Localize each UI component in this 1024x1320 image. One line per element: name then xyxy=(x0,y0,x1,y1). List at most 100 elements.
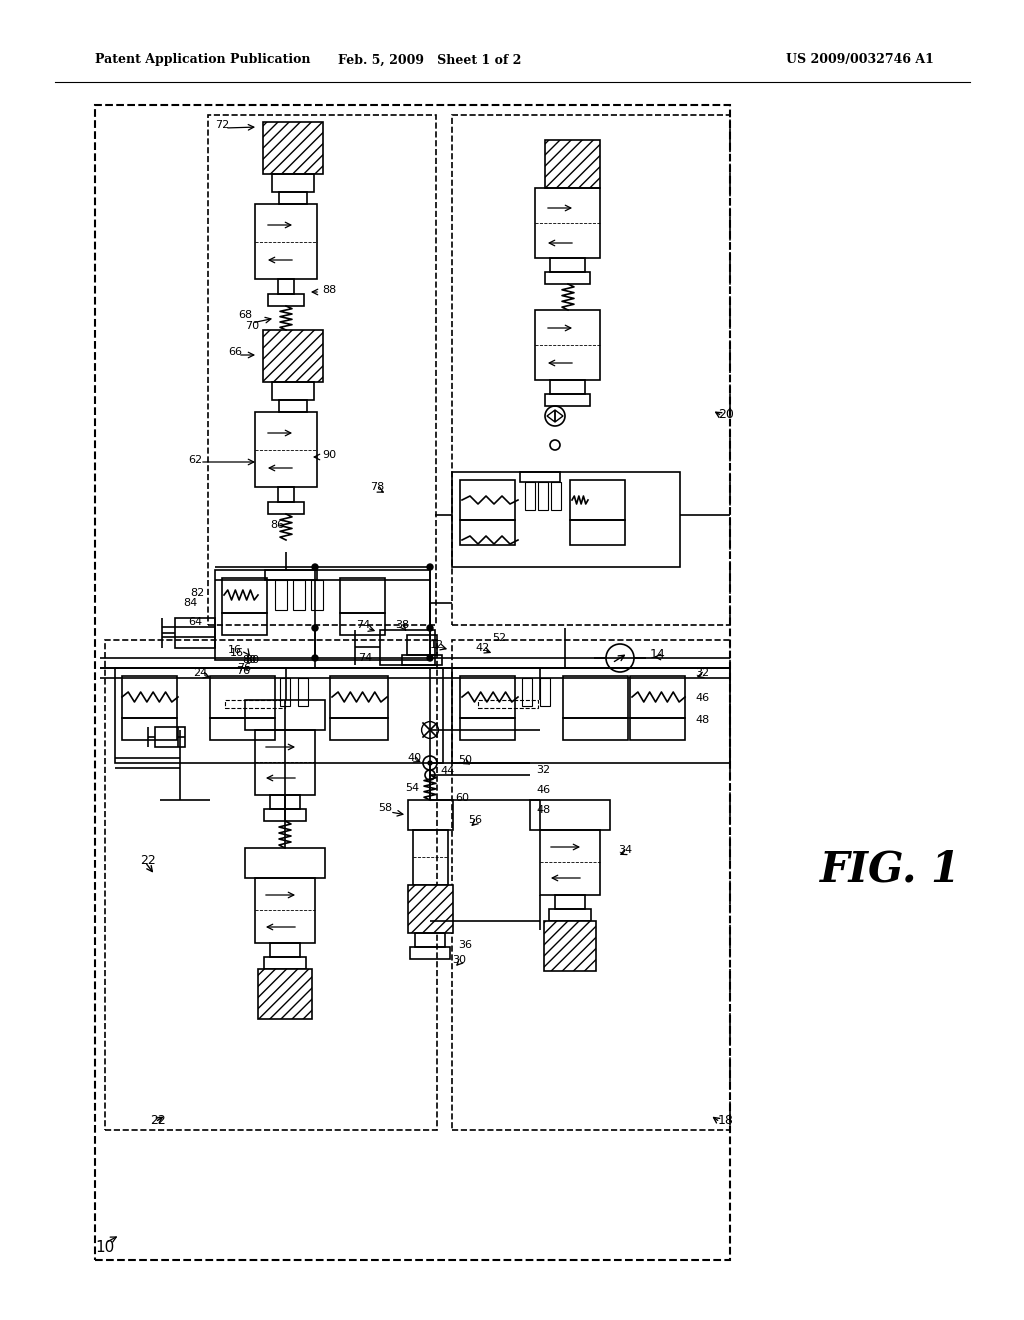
Text: 40: 40 xyxy=(407,752,421,763)
Text: FIG. 1: FIG. 1 xyxy=(820,849,961,891)
Bar xyxy=(570,520,625,545)
Bar xyxy=(525,482,535,510)
Bar xyxy=(258,969,312,1019)
Bar xyxy=(413,830,449,884)
Bar xyxy=(264,957,306,969)
Bar xyxy=(540,678,550,706)
Text: 84: 84 xyxy=(183,598,198,609)
Text: 44: 44 xyxy=(440,766,455,776)
Bar xyxy=(551,482,561,510)
Text: 38: 38 xyxy=(395,620,410,630)
Bar xyxy=(340,612,385,635)
Text: 18: 18 xyxy=(718,1114,734,1126)
Text: 66: 66 xyxy=(228,347,242,356)
Bar xyxy=(563,676,628,718)
Text: 76: 76 xyxy=(237,663,251,673)
Text: 52: 52 xyxy=(492,634,506,643)
Bar xyxy=(311,579,323,610)
Text: 54: 54 xyxy=(406,783,419,793)
Bar xyxy=(122,676,177,718)
Bar xyxy=(460,676,515,718)
Text: 14: 14 xyxy=(650,648,666,661)
Bar xyxy=(460,520,515,545)
Text: 46: 46 xyxy=(536,785,550,795)
Bar xyxy=(245,700,325,730)
Text: 88: 88 xyxy=(322,285,336,294)
Text: 70: 70 xyxy=(245,321,259,331)
Bar xyxy=(550,257,585,272)
Text: 48: 48 xyxy=(536,805,550,814)
Text: 24: 24 xyxy=(193,668,207,678)
Bar xyxy=(175,618,215,648)
Bar xyxy=(330,718,388,741)
Bar xyxy=(520,473,560,482)
Bar xyxy=(272,381,314,400)
Text: 76: 76 xyxy=(236,667,250,676)
Bar xyxy=(268,502,304,513)
Text: 46: 46 xyxy=(695,693,710,704)
Circle shape xyxy=(428,762,432,766)
Text: 20: 20 xyxy=(718,408,734,421)
Bar xyxy=(545,393,590,407)
Text: 72: 72 xyxy=(215,120,229,129)
Text: 50: 50 xyxy=(458,755,472,766)
Bar xyxy=(570,480,625,520)
Text: Patent Application Publication: Patent Application Publication xyxy=(95,54,310,66)
Bar xyxy=(278,279,294,294)
Bar xyxy=(550,380,585,393)
Bar xyxy=(155,727,185,747)
Text: 10: 10 xyxy=(95,1241,115,1255)
Bar xyxy=(210,718,275,741)
Bar xyxy=(478,700,538,708)
Text: 48: 48 xyxy=(695,715,710,725)
Bar xyxy=(263,330,323,381)
Text: 58: 58 xyxy=(378,803,392,813)
Text: Feb. 5, 2009   Sheet 1 of 2: Feb. 5, 2009 Sheet 1 of 2 xyxy=(338,54,521,66)
Bar xyxy=(538,482,548,510)
Circle shape xyxy=(427,564,433,570)
Bar xyxy=(225,700,285,708)
Text: 22: 22 xyxy=(140,854,156,866)
Bar xyxy=(460,718,515,741)
Bar xyxy=(460,480,515,520)
Text: 56: 56 xyxy=(468,814,482,825)
Bar xyxy=(278,487,294,502)
Text: 82: 82 xyxy=(190,587,204,598)
Bar xyxy=(545,272,590,284)
Text: 32: 32 xyxy=(536,766,550,775)
Bar xyxy=(452,115,730,624)
Bar xyxy=(208,115,436,624)
Bar xyxy=(255,878,315,942)
Bar xyxy=(293,579,305,610)
Bar xyxy=(298,678,308,706)
Bar xyxy=(545,140,600,187)
Text: 12: 12 xyxy=(430,640,444,649)
Bar xyxy=(402,655,442,665)
Bar xyxy=(222,578,267,612)
Text: 34: 34 xyxy=(618,845,632,855)
Circle shape xyxy=(427,655,433,661)
Text: 42: 42 xyxy=(475,643,489,653)
Text: 30: 30 xyxy=(452,954,466,965)
Bar xyxy=(535,187,600,257)
Text: 64: 64 xyxy=(188,616,202,627)
Text: 86: 86 xyxy=(270,520,284,531)
Bar xyxy=(122,718,177,741)
Bar xyxy=(222,612,267,635)
Text: 32: 32 xyxy=(695,668,710,678)
Bar xyxy=(245,847,325,878)
Bar xyxy=(330,676,388,718)
Text: 68: 68 xyxy=(238,310,252,319)
Text: 74: 74 xyxy=(356,620,371,630)
Text: 60: 60 xyxy=(455,793,469,803)
Bar xyxy=(555,895,585,909)
Bar xyxy=(410,946,450,960)
Bar xyxy=(280,678,290,706)
Bar xyxy=(535,310,600,380)
Text: 16: 16 xyxy=(230,648,244,657)
Bar xyxy=(265,570,317,579)
Bar xyxy=(272,174,314,191)
Bar xyxy=(255,730,315,795)
Bar xyxy=(630,718,685,741)
Bar xyxy=(279,400,307,412)
